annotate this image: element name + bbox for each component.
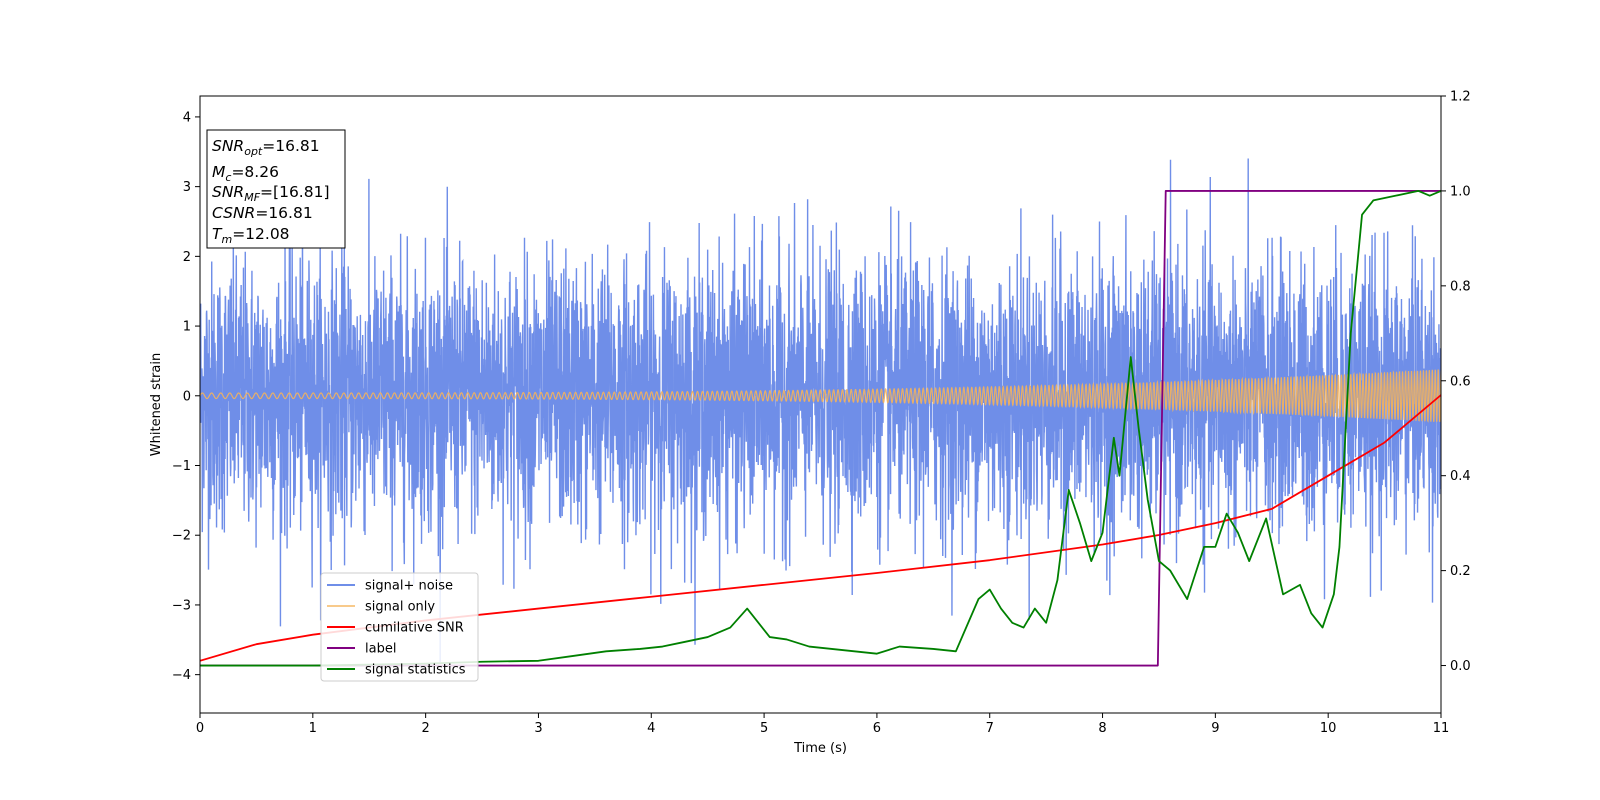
y-right-tick-label: 0.6	[1450, 374, 1471, 389]
x-tick-label: 8	[1098, 721, 1106, 736]
y-right-tick-label: 1.0	[1450, 184, 1471, 199]
legend: signal+ noise signal only cumilative SNR la…	[320, 572, 479, 682]
info-line: Mc=8.26	[212, 163, 279, 184]
legend-frame	[320, 572, 479, 682]
series-signal-only	[200, 369, 1441, 423]
info-line: CSNR=16.81	[212, 204, 313, 222]
x-tick-label: 11	[1433, 721, 1450, 736]
y-left-tick-label: 2	[183, 250, 191, 265]
info-line: SNRopt=16.81	[212, 137, 320, 158]
x-tick-label: 4	[647, 721, 655, 736]
y-left-tick-label: 3	[183, 180, 191, 195]
y-right-tick-label: 0.2	[1450, 564, 1471, 579]
plot-frame	[199, 95, 1442, 714]
x-tick-label: 6	[873, 721, 881, 736]
y-left-tick-label: 1	[183, 320, 191, 335]
x-tick-label: 2	[421, 721, 429, 736]
x-tick-label: 0	[196, 721, 204, 736]
x-tick-label: 10	[1320, 721, 1337, 736]
legend-entry: signal only	[365, 600, 435, 615]
info-box: SNRopt=16.81 Mc=8.26SNRMF=[16.81]CSNR=16.…	[206, 129, 346, 249]
y-right-tick-label: 0.4	[1450, 469, 1471, 484]
y-left-tick-label: −3	[172, 598, 191, 613]
series-label	[200, 190, 1441, 667]
legend-entry: cumilative SNR	[365, 621, 464, 636]
y-right-tick-label: 0.8	[1450, 279, 1471, 294]
y-left-tick-label: −2	[172, 529, 191, 544]
x-tick-label: 7	[986, 721, 994, 736]
y-left-tick-label: −1	[172, 459, 191, 474]
y-axis-label: Whitened strain	[149, 353, 164, 456]
y-left-tick-label: −4	[172, 668, 191, 683]
ticks-layer: 0 1 2 3 4 5 6 7 8 9 10 11 −4 −3 −2 −1 0 1 2 3 4 0.0 0.2 0.4 0.6 0…	[172, 90, 1471, 737]
x-tick-label: 5	[760, 721, 768, 736]
info-line: SNRMF=[16.81]	[212, 183, 330, 204]
x-axis-label: Time (s)	[793, 741, 847, 756]
series-signal-statistics	[200, 190, 1441, 667]
y-right-tick-label: 1.2	[1450, 90, 1471, 105]
series-signal-noise	[200, 158, 1441, 663]
y-right-tick-label: 0.0	[1450, 659, 1471, 674]
x-tick-label: 9	[1211, 721, 1219, 736]
x-tick-label: 1	[309, 721, 317, 736]
info-box-frame	[206, 129, 346, 249]
legend-entry: signal statistics	[365, 663, 466, 678]
y-left-tick-label: 0	[183, 389, 191, 404]
x-tick-label: 3	[534, 721, 542, 736]
legend-entry: label	[365, 642, 396, 657]
legend-entry: signal+ noise	[365, 579, 453, 594]
y-left-tick-label: 4	[183, 110, 191, 125]
info-line: Tm=12.08	[212, 225, 290, 246]
